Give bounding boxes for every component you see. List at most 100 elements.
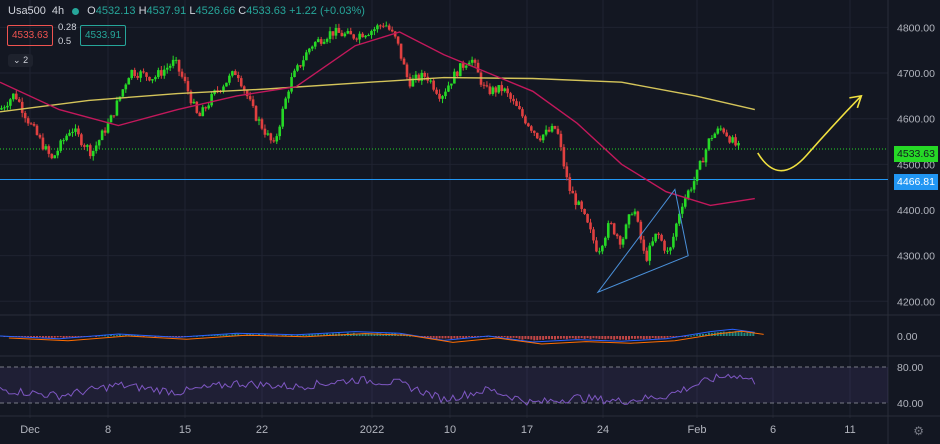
macd-histogram-bar	[432, 336, 435, 338]
macd-histogram-bar	[65, 336, 68, 338]
candle-body	[3, 107, 6, 109]
macd-histogram-bar	[684, 336, 687, 337]
candle-body	[458, 63, 462, 77]
macd-histogram-bar	[222, 334, 225, 336]
macd-histogram-bar	[503, 336, 506, 337]
candle-body	[136, 75, 139, 78]
candle-body	[678, 213, 681, 224]
macd-histogram-bar	[518, 336, 521, 339]
candle-body	[574, 193, 578, 205]
macd-histogram-bar	[628, 336, 630, 340]
candle-body	[586, 214, 589, 223]
candle-body	[145, 72, 148, 77]
time-tick-label: Feb	[688, 424, 707, 436]
macd-histogram-bar	[533, 336, 536, 341]
macd-histogram-bar	[645, 336, 648, 339]
candle-body	[701, 160, 705, 163]
price-tick-label: 4600.00	[897, 114, 935, 126]
candle-body	[183, 76, 187, 82]
candle-body	[281, 108, 284, 127]
macd-histogram-bar	[497, 336, 500, 337]
macd-histogram-bar	[406, 335, 408, 337]
candle-body	[74, 128, 77, 132]
macd-histogram-bar	[367, 333, 370, 336]
macd-histogram-bar	[314, 334, 317, 336]
macd-histogram-bar	[175, 336, 178, 337]
rsi-line	[0, 373, 756, 406]
macd-histogram-bar	[607, 336, 610, 339]
macd-histogram-bar	[500, 336, 503, 338]
candle-body	[142, 71, 145, 73]
macd-histogram-bar	[539, 336, 542, 340]
candle-body	[672, 236, 675, 248]
candle-body	[562, 147, 566, 167]
candle-body	[88, 145, 92, 157]
macd-histogram-bar	[512, 336, 515, 338]
candle-body	[41, 137, 45, 150]
candle-body	[390, 29, 394, 32]
macd-histogram-bar	[536, 336, 539, 341]
macd-histogram-bar	[290, 334, 293, 336]
candle-body	[512, 98, 515, 102]
candle-body	[731, 137, 734, 143]
macd-histogram-bar	[136, 335, 139, 337]
candle-body	[216, 90, 219, 92]
candle-body	[130, 69, 134, 79]
rsi-tick-label: 80.00	[897, 362, 923, 374]
macd-histogram-bar	[299, 335, 302, 337]
candle-body	[429, 80, 432, 82]
time-tick-label: 15	[179, 424, 191, 436]
candle-body	[547, 129, 551, 132]
macd-histogram-bar	[71, 336, 74, 338]
candle-body	[450, 83, 453, 86]
macd-histogram-bar	[571, 336, 574, 339]
candle-body	[236, 75, 240, 79]
timeframe-label[interactable]: 4h	[51, 5, 65, 17]
macd-histogram-bar	[586, 336, 589, 339]
candle-body	[290, 77, 293, 92]
symbol-name[interactable]: Usa500	[8, 5, 46, 17]
candle-body	[9, 99, 12, 106]
candle-body	[541, 134, 545, 141]
candle-body	[242, 86, 246, 91]
candle-body	[12, 93, 15, 100]
candle-body	[521, 109, 524, 117]
candle-body	[260, 119, 264, 129]
candle-body	[157, 70, 160, 78]
candle-body	[719, 128, 723, 130]
candle-body	[669, 247, 672, 251]
candle-body	[698, 160, 702, 170]
candle-body	[334, 27, 338, 36]
macd-histogram-bar	[583, 336, 586, 339]
macd-histogram-bar	[554, 336, 556, 340]
candle-body	[151, 79, 154, 81]
candle-body	[373, 29, 376, 32]
candle-body	[222, 86, 225, 92]
macd-histogram-bar	[302, 334, 305, 336]
candle-body	[100, 130, 104, 141]
candle-body	[382, 25, 385, 27]
macd-histogram-bar	[622, 336, 625, 340]
candle-body	[239, 78, 243, 87]
sell-button[interactable]: 4533.63	[7, 25, 54, 46]
candle-body	[621, 238, 625, 245]
macd-histogram-bar	[281, 335, 284, 337]
macd-histogram-bar	[654, 336, 657, 339]
macd-histogram-bar	[462, 336, 465, 339]
candle-body	[148, 76, 151, 81]
candle-body	[689, 189, 693, 191]
candle-body	[598, 251, 601, 253]
candle-body	[349, 31, 353, 35]
candle-body	[725, 132, 728, 137]
candle-body	[234, 71, 237, 76]
macd-histogram-bar	[107, 335, 110, 337]
macd-histogram-bar	[474, 336, 477, 337]
macd-histogram-bar	[124, 334, 127, 336]
candle-body	[50, 153, 54, 159]
macd-histogram-bar	[275, 334, 278, 336]
gear-icon[interactable]: ⚙	[913, 424, 924, 438]
buy-button[interactable]: 4533.91	[80, 25, 127, 46]
candle-body	[553, 125, 557, 129]
indicators-toggle[interactable]: ⌄ 2	[8, 54, 34, 67]
